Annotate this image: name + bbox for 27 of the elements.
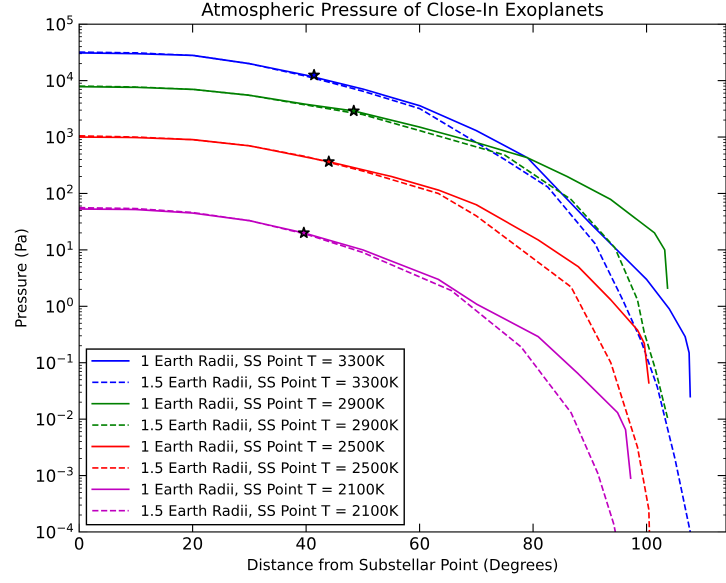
legend-label: 1 Earth Radii, SS Point T = 3300K bbox=[142, 354, 385, 368]
y-tick-label: 10$^{−2}$ bbox=[36, 410, 73, 426]
y-tick-label: 10$^{−1}$ bbox=[36, 354, 73, 370]
legend-label: 1 Earth Radii, SS Point T = 2500K bbox=[142, 440, 385, 454]
x-tick-label: 0 bbox=[74, 537, 84, 550]
y-tick-label: 10$^{1}$ bbox=[46, 241, 73, 256]
x-tick-label: 40 bbox=[296, 537, 316, 550]
x-axis-title: Distance from Substellar Point (Degrees) bbox=[248, 558, 558, 574]
y-tick-label: 10$^{−4}$ bbox=[36, 523, 74, 538]
y-tick-label: 10$^{2}$ bbox=[46, 184, 73, 200]
legend-label: 1 Earth Radii, SS Point T = 2100K bbox=[142, 483, 385, 496]
x-tick-label: 60 bbox=[410, 537, 430, 550]
legend-label: 1.5 Earth Radii, SS Point T = 2900K bbox=[142, 419, 399, 432]
y-axis-title: Pressure (Pa) bbox=[14, 229, 28, 327]
y-tick-label: 10$^{−3}$ bbox=[36, 466, 73, 482]
x-tick-label: 100 bbox=[632, 537, 662, 550]
y-tick-label: 10$^{0}$ bbox=[46, 297, 73, 313]
legend-label: 1.5 Earth Radii, SS Point T = 2100K bbox=[142, 504, 399, 518]
y-tick-label: 10$^{3}$ bbox=[46, 128, 73, 144]
x-tick-label: 20 bbox=[183, 537, 202, 550]
chart-title: Atmospheric Pressure of Close-In Exoplanets bbox=[201, 2, 603, 20]
legend-label: 1.5 Earth Radii, SS Point T = 3300K bbox=[142, 376, 399, 390]
y-tick-label: 10$^{5}$ bbox=[46, 16, 73, 31]
y-tick-label: 10$^{4}$ bbox=[46, 72, 74, 88]
legend-label: 1 Earth Radii, SS Point T = 2900K bbox=[142, 398, 385, 410]
x-tick-label: 80 bbox=[524, 537, 543, 550]
legend-label: 1.5 Earth Radii, SS Point T = 2500K bbox=[142, 462, 399, 475]
